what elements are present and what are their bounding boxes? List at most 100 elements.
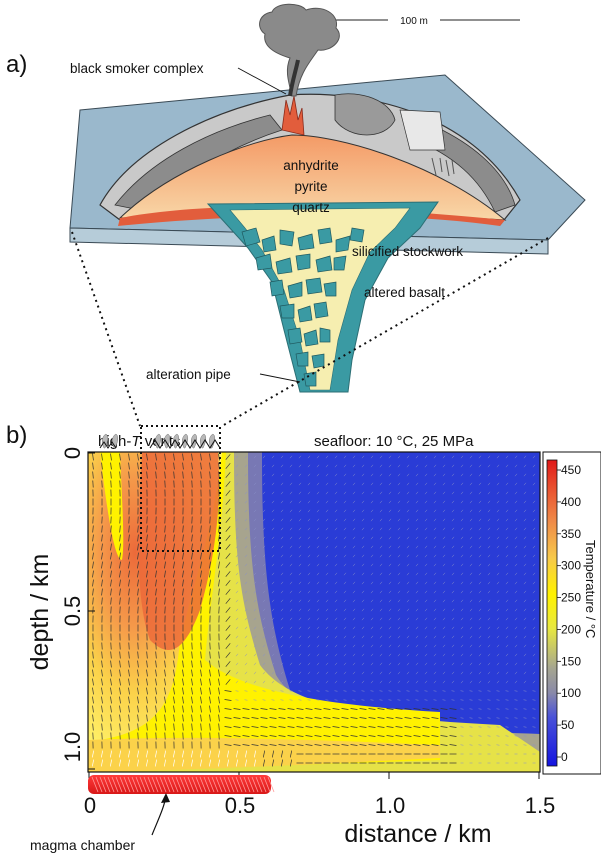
flow-vector	[316, 527, 320, 531]
flow-vector	[262, 554, 266, 558]
flow-vector	[325, 635, 329, 639]
flow-vector	[92, 561, 94, 569]
flow-vector	[225, 670, 231, 676]
flow-vector	[271, 608, 275, 612]
flow-vector	[505, 455, 509, 459]
flow-vector	[225, 499, 231, 505]
flow-vector	[424, 680, 428, 684]
flow-vector	[388, 482, 392, 486]
flow-vector	[368, 735, 376, 737]
flow-vector	[280, 626, 284, 630]
flow-vector	[350, 735, 358, 737]
flow-vector	[478, 662, 482, 666]
flow-vector	[395, 726, 403, 728]
flow-vector	[173, 525, 175, 533]
flow-vector	[496, 590, 500, 594]
flow-vector	[487, 581, 491, 585]
flow-vector	[478, 572, 482, 576]
flow-vector	[334, 662, 338, 666]
flow-vector	[110, 561, 112, 569]
flow-vector	[406, 662, 410, 666]
flow-vector	[173, 579, 175, 587]
flow-vector	[352, 662, 356, 666]
flow-vector	[182, 561, 184, 569]
flow-vector	[298, 527, 302, 531]
flow-vector	[442, 482, 446, 486]
flow-vector	[388, 680, 392, 684]
flow-vector	[361, 680, 365, 684]
flow-vector	[469, 680, 473, 684]
flow-vector	[460, 635, 464, 639]
flow-vector	[442, 680, 446, 684]
flow-vector	[478, 671, 482, 675]
flow-vector	[352, 680, 356, 684]
flow-vector	[460, 509, 464, 513]
flow-vector	[235, 545, 239, 549]
flow-vector	[487, 671, 491, 675]
flow-vector	[101, 561, 103, 569]
flow-vector	[191, 705, 193, 713]
y-axis-label: depth / km	[26, 554, 54, 671]
flow-vector	[388, 464, 392, 468]
flow-vector	[155, 651, 157, 659]
flow-vector	[334, 491, 338, 495]
flow-vector	[224, 708, 232, 710]
flow-vector	[253, 545, 257, 549]
flow-vector	[226, 759, 230, 767]
flow-vector	[505, 680, 509, 684]
flow-vector	[137, 579, 139, 587]
flow-vector	[244, 671, 248, 675]
flow-vector	[361, 473, 365, 477]
magma-hatch-line	[195, 776, 203, 793]
flow-vector	[514, 590, 518, 594]
flow-vector	[352, 473, 356, 477]
flow-vector	[146, 462, 148, 470]
colorbar-tick-label: 400	[561, 495, 581, 509]
flow-vector	[332, 708, 340, 710]
flow-vector	[431, 708, 439, 710]
flow-vector	[225, 535, 231, 541]
flow-vector	[352, 482, 356, 486]
flow-vector	[289, 635, 293, 639]
flow-vector	[343, 608, 347, 612]
flow-vector	[253, 491, 257, 495]
flow-vector	[487, 473, 491, 477]
flow-vector	[379, 473, 383, 477]
flow-vector	[460, 671, 464, 675]
flow-vector	[377, 744, 385, 746]
flow-vector	[397, 617, 401, 621]
flow-vector	[460, 626, 464, 630]
flow-vector	[271, 518, 275, 522]
flow-vector	[424, 509, 428, 513]
flow-vector	[325, 473, 329, 477]
flow-vector	[235, 599, 239, 603]
flow-vector	[496, 626, 500, 630]
flow-vector	[278, 717, 286, 719]
flow-vector	[260, 717, 268, 719]
flow-vector	[289, 644, 293, 648]
flow-vector	[314, 744, 322, 746]
flow-vector	[334, 635, 338, 639]
flow-vector	[182, 687, 184, 695]
flow-vector	[352, 608, 356, 612]
flow-vector	[334, 518, 338, 522]
magma-hatch-line	[107, 776, 115, 793]
flow-vector	[251, 744, 259, 746]
flow-vector	[505, 626, 509, 630]
flow-vector	[325, 572, 329, 576]
flow-vector	[424, 482, 428, 486]
flow-vector	[523, 509, 527, 513]
flow-vector	[128, 570, 130, 578]
flow-vector	[191, 534, 193, 542]
flow-vector	[233, 726, 241, 728]
flow-vector	[307, 671, 311, 675]
flow-vector	[119, 471, 121, 479]
colorbar-tick-label: 100	[561, 686, 581, 700]
flow-vector	[289, 455, 293, 459]
flow-vector	[307, 608, 311, 612]
flow-vector	[361, 518, 365, 522]
flow-vector	[442, 599, 446, 603]
flow-vector	[173, 561, 175, 569]
flow-vector	[244, 482, 248, 486]
flow-vector	[298, 680, 302, 684]
